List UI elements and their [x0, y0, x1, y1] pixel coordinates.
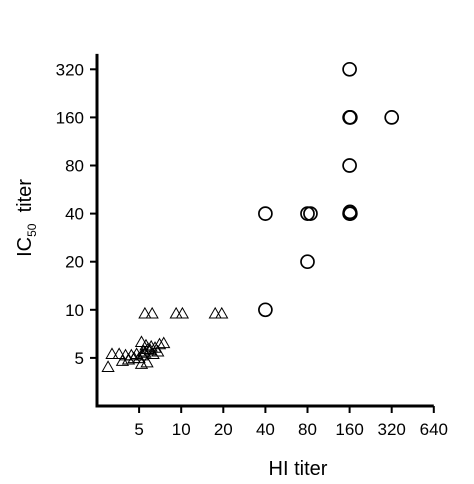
y-tick-label: 10 [65, 301, 84, 320]
triangle-point [101, 360, 115, 372]
data-points [101, 61, 400, 372]
triangle-point [105, 347, 119, 360]
y-axis-ticks: 5 10 20 40 80 160 320 [56, 60, 97, 368]
x-axis-title: HI titer [269, 458, 328, 480]
triangle-point [146, 347, 160, 360]
y-tick-label: 160 [56, 108, 84, 127]
triangle-point [112, 347, 126, 360]
triangle-point [208, 306, 222, 319]
circle-point [342, 61, 357, 77]
triangle-point [134, 335, 149, 348]
y-tick-label: 5 [75, 349, 84, 368]
triangle-point [137, 344, 151, 357]
circle-point [258, 206, 273, 221]
circle-point [384, 110, 400, 125]
x-tick-label: 40 [256, 420, 275, 439]
triangle-point [145, 306, 159, 319]
x-tick-label: 20 [214, 420, 233, 439]
x-tick-label: 10 [172, 420, 191, 439]
triangle-point [141, 342, 155, 354]
y-tick-label: 80 [65, 157, 84, 176]
x-tick-label: 80 [298, 420, 317, 439]
triangle-point [215, 306, 229, 319]
triangle-point [151, 344, 165, 357]
circle-point [343, 110, 358, 125]
y-axis-title: IC50 titer [14, 179, 39, 257]
triangle-point [169, 306, 183, 319]
circle-point [342, 158, 357, 173]
triangle-point [175, 306, 190, 319]
triangle-point [140, 355, 154, 368]
x-tick-label: 160 [335, 420, 363, 439]
triangle-point [134, 357, 149, 369]
circle-point [343, 206, 358, 221]
triangle-point [121, 352, 136, 365]
circle-point [300, 254, 315, 270]
y-tick-label: 20 [65, 253, 84, 272]
circle-point [300, 206, 315, 221]
triangle-point [138, 306, 152, 319]
circle-point [258, 302, 273, 318]
x-tick-label: 5 [134, 420, 143, 439]
x-tick-label: 320 [378, 420, 406, 439]
x-axis-ticks: 5 10 20 40 80 160 320 640 [134, 406, 448, 439]
triangle-point [157, 336, 171, 349]
x-tick-label: 640 [420, 420, 448, 439]
circle-point [303, 206, 318, 221]
y-tick-label: 320 [56, 60, 84, 79]
y-tick-label: 40 [65, 205, 84, 224]
